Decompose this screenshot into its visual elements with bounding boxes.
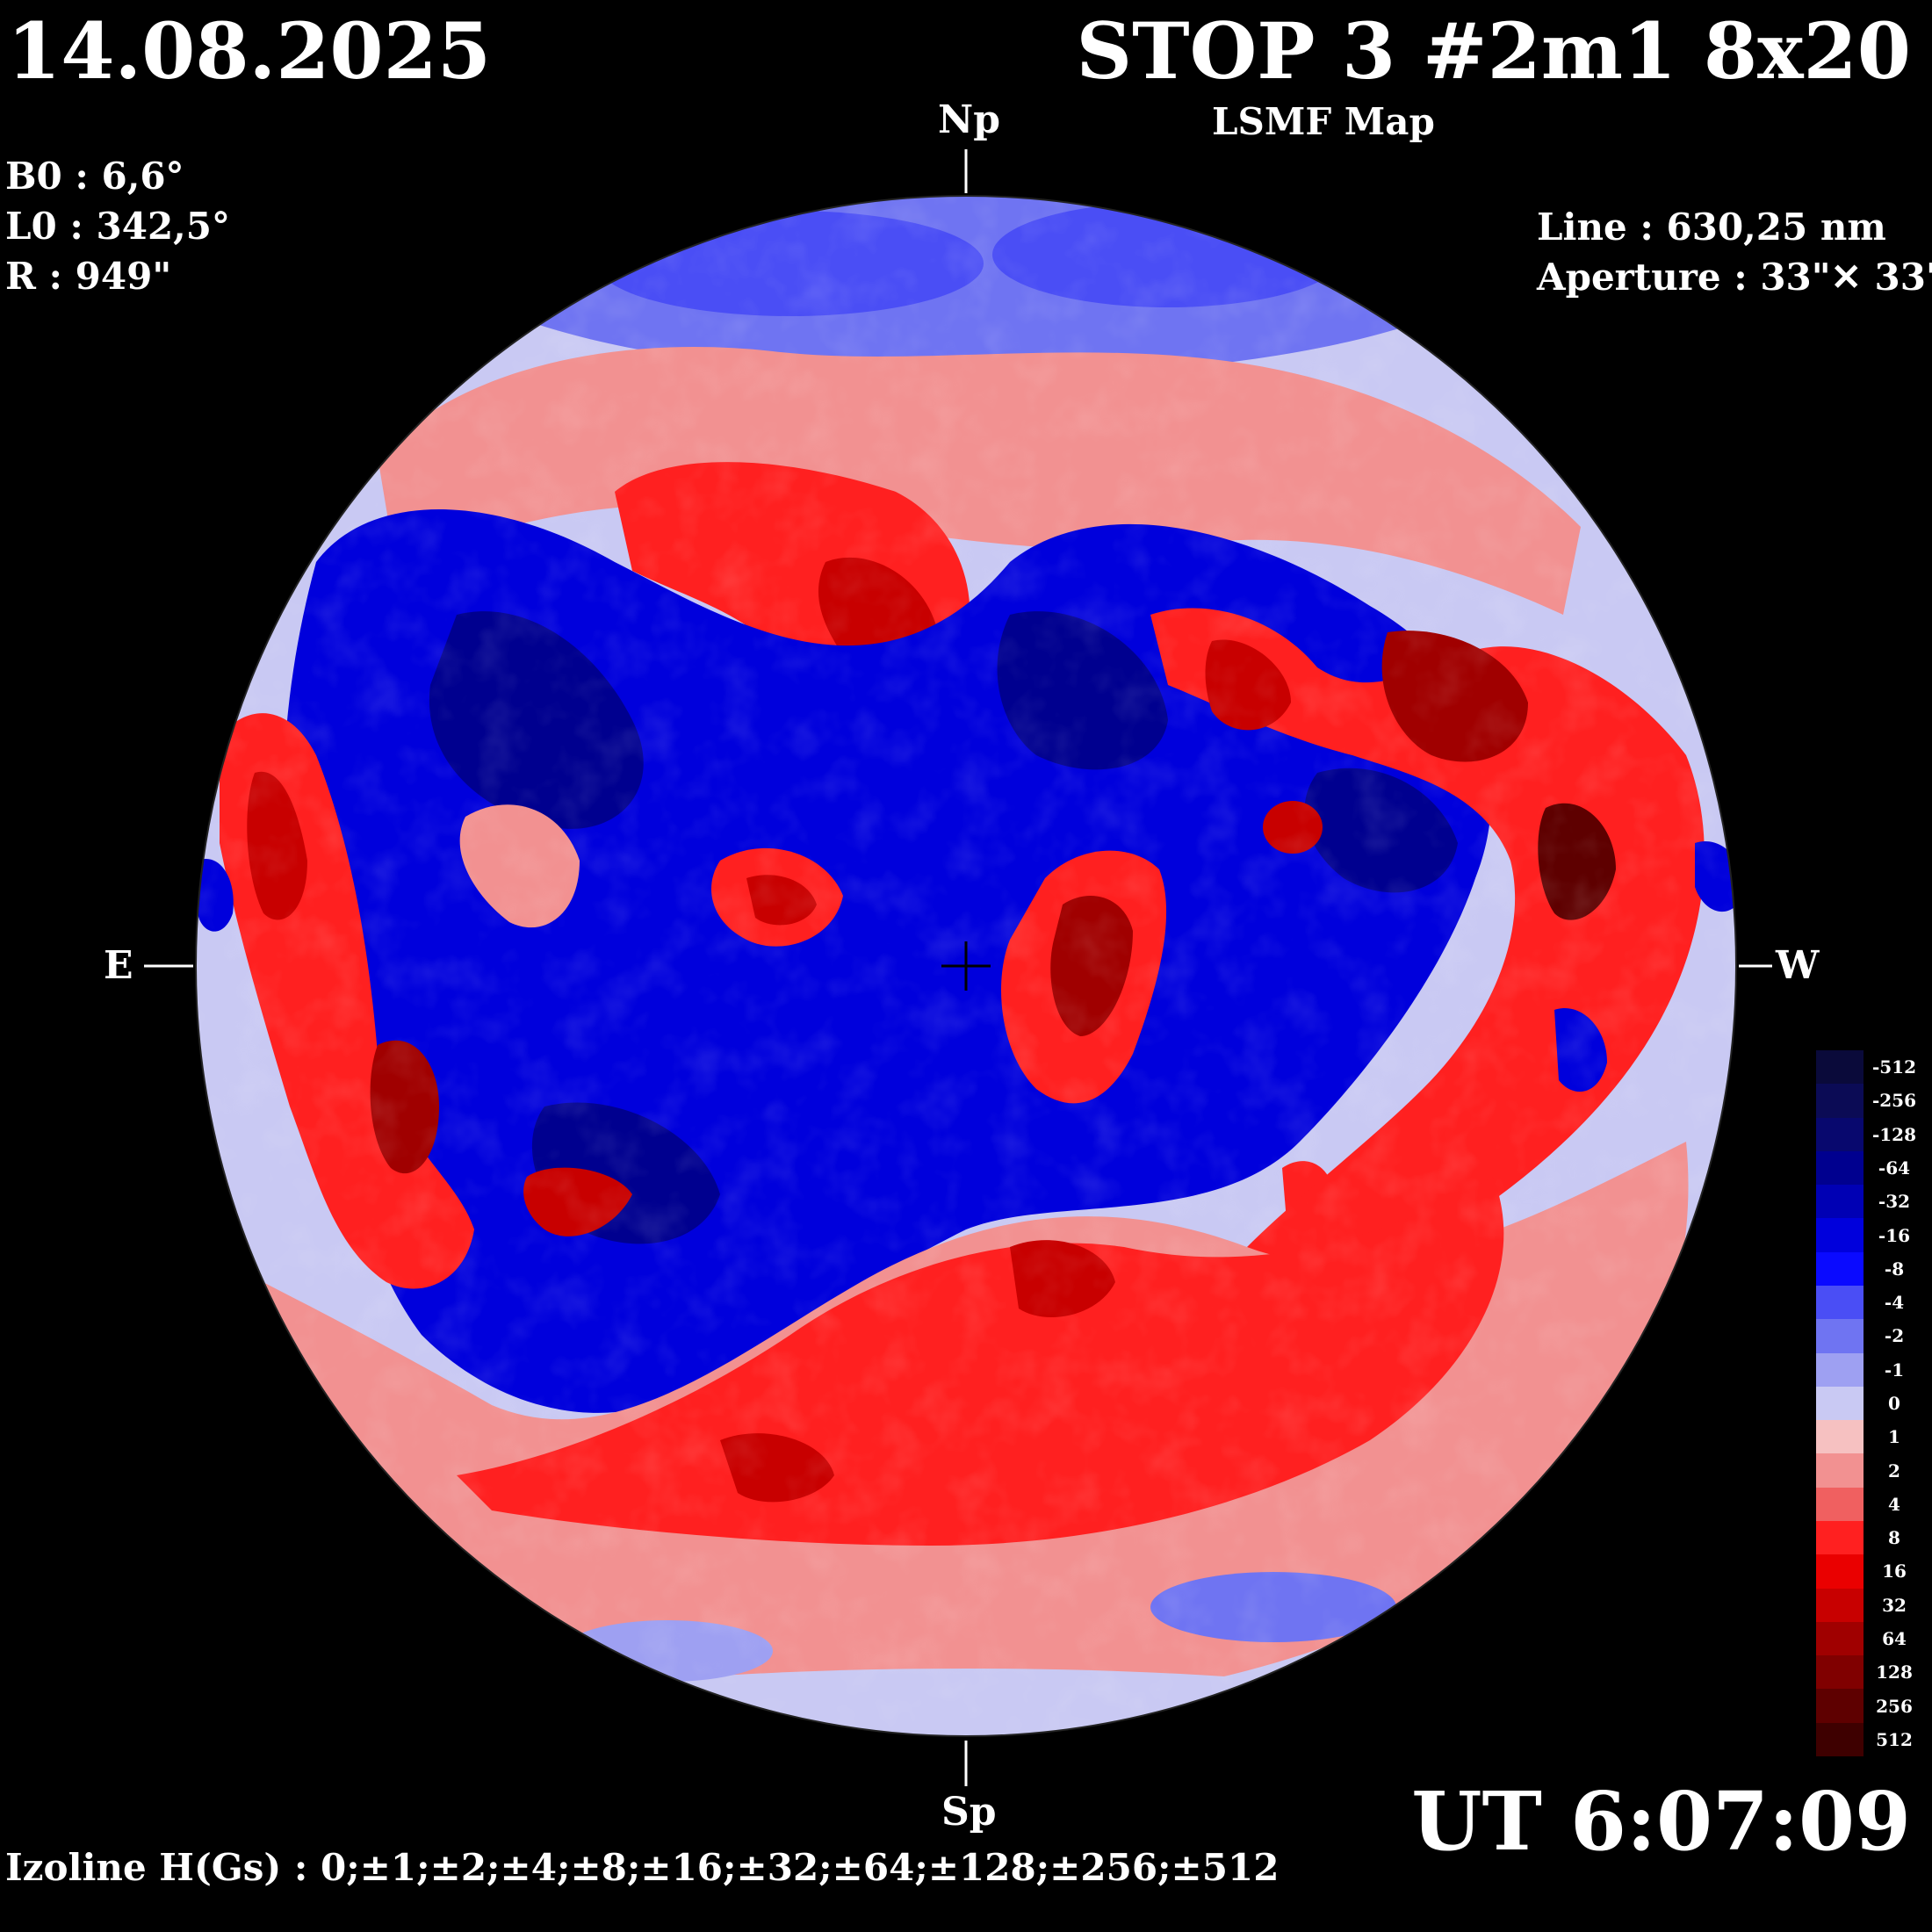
legend-label: -128 bbox=[1871, 1123, 1917, 1145]
instrument-info: Line : 630,25 nm Aperture : 33"✕ 33" bbox=[1537, 202, 1932, 302]
legend-swatch bbox=[1816, 1251, 1864, 1286]
legend-swatch bbox=[1816, 1185, 1864, 1219]
legend-label: 0 bbox=[1888, 1393, 1900, 1414]
legend-label: -8 bbox=[1884, 1258, 1905, 1280]
legend-label: 4 bbox=[1888, 1493, 1900, 1515]
legend-label: 1 bbox=[1888, 1426, 1900, 1448]
west-label: W bbox=[1776, 943, 1820, 988]
legend-label: -64 bbox=[1878, 1157, 1911, 1179]
b0-parameter: B0 : 6,6° bbox=[5, 155, 184, 198]
legend-swatch bbox=[1816, 1352, 1864, 1387]
legend-swatch bbox=[1816, 1150, 1864, 1186]
spectral-line: Line : 630,25 nm bbox=[1537, 205, 1886, 249]
legend-swatch bbox=[1816, 1285, 1864, 1320]
legend-swatch bbox=[1816, 1554, 1864, 1589]
legend-swatch bbox=[1816, 1386, 1864, 1421]
legend-label: -16 bbox=[1878, 1224, 1911, 1246]
legend-label: 2 bbox=[1888, 1460, 1900, 1481]
legend-label: 8 bbox=[1888, 1527, 1900, 1549]
solar-parameters: B0 : 6,6° L0 : 342,5° R : 949" bbox=[5, 151, 230, 301]
legend-swatch bbox=[1816, 1117, 1864, 1151]
disk-outline bbox=[195, 195, 1737, 1737]
legend-label: -1 bbox=[1884, 1359, 1905, 1381]
legend-label: 16 bbox=[1882, 1561, 1907, 1582]
legend-swatch bbox=[1816, 1520, 1864, 1555]
field-strength-legend bbox=[1816, 1050, 1864, 1756]
legend-label: -512 bbox=[1871, 1056, 1917, 1078]
map-title: STOP 3 #2m1 8x20 bbox=[1076, 5, 1911, 97]
legend-label: 128 bbox=[1876, 1662, 1913, 1683]
l0-parameter: L0 : 342,5° bbox=[5, 205, 231, 248]
legend-label: 64 bbox=[1882, 1628, 1907, 1649]
legend-label: 512 bbox=[1876, 1728, 1913, 1750]
legend-swatch bbox=[1816, 1218, 1864, 1252]
legend-label: -2 bbox=[1884, 1325, 1905, 1347]
legend-swatch bbox=[1816, 1487, 1864, 1521]
legend-swatch bbox=[1816, 1420, 1864, 1454]
legend-labels: -512 -256 -128 -64 -32 -16 -8 -4 -2 -1 0 1 2 4 8 16 32 64… bbox=[1865, 1050, 1927, 1756]
legend-swatch bbox=[1816, 1722, 1864, 1756]
map-subtitle: LSMF Map bbox=[1212, 100, 1435, 143]
legend-swatch bbox=[1816, 1621, 1864, 1656]
observation-date: 14.08.2025 bbox=[7, 5, 492, 97]
observation-time: UT 6:07:09 bbox=[1411, 1774, 1911, 1869]
legend-swatch bbox=[1816, 1084, 1864, 1118]
legend-label: 32 bbox=[1882, 1594, 1907, 1616]
legend-swatch bbox=[1816, 1689, 1864, 1723]
izoline-caption: Izoline H(Gs) : 0;±1;±2;±4;±8;±16;±32;±6… bbox=[5, 1846, 1280, 1889]
legend-label: -256 bbox=[1871, 1090, 1917, 1112]
legend-swatch bbox=[1816, 1655, 1864, 1690]
legend-label: -32 bbox=[1878, 1191, 1911, 1213]
legend-swatch bbox=[1816, 1453, 1864, 1488]
south-pole-label: Sp bbox=[941, 1790, 997, 1835]
north-pole-label: Np bbox=[938, 97, 1000, 142]
legend-swatch bbox=[1816, 1319, 1864, 1353]
aperture-size: Aperture : 33"✕ 33" bbox=[1537, 256, 1932, 299]
radius-parameter: R : 949" bbox=[5, 255, 172, 298]
disk-center-marker bbox=[941, 941, 991, 991]
legend-label: 256 bbox=[1876, 1695, 1913, 1717]
legend-swatch bbox=[1816, 1050, 1864, 1085]
legend-label: -4 bbox=[1884, 1292, 1905, 1314]
legend-swatch bbox=[1816, 1588, 1864, 1622]
east-label: E bbox=[104, 943, 133, 988]
